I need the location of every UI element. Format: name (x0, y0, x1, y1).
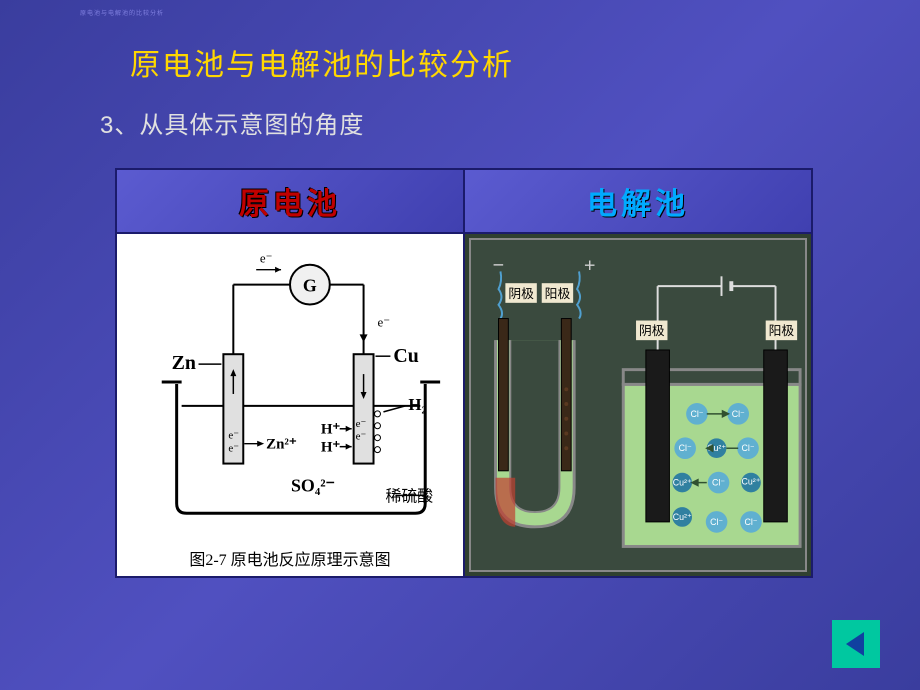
h-ion-1: H⁺ (321, 422, 341, 438)
cu-label: Cu (393, 345, 418, 367)
table-header-row: 原电池 电解池 (117, 170, 811, 234)
anode-label-2: 阳极 (769, 324, 795, 338)
zn-ion: Zn²⁺ (266, 437, 297, 453)
h2-label: H₂ (408, 395, 426, 414)
galvanometer-label: G (303, 276, 317, 296)
header-electrolytic: 电解池 (465, 170, 811, 232)
comparison-table: 原电池 电解池 (115, 168, 813, 578)
e-right-1: e⁻ (356, 418, 367, 430)
triangle-left-icon (840, 628, 872, 660)
e-left-2: e⁻ (228, 443, 239, 455)
electrolytic-svg: − + 阴极 阳极 (471, 240, 805, 570)
svg-text:Cl⁻: Cl⁻ (742, 443, 755, 453)
cathode-label-2: 阴极 (639, 324, 665, 338)
header-galvanic: 原电池 (117, 170, 465, 232)
galvanic-svg: G e⁻ e⁻ Zn Cu e⁻ (117, 234, 463, 544)
svg-text:Cu²⁺: Cu²⁺ (673, 478, 692, 488)
electrolytic-cell-diagram: − + 阴极 阳极 (465, 234, 811, 576)
svg-text:Cl⁻: Cl⁻ (712, 478, 725, 488)
solution-label: 稀硫酸 (385, 487, 433, 505)
plus-sign: + (584, 254, 595, 276)
page-subtitle: 3、从具体示意图的角度 (100, 105, 364, 140)
table-body-row: G e⁻ e⁻ Zn Cu e⁻ (117, 234, 811, 576)
galvanic-caption: 图2-7 原电池反应原理示意图 (117, 546, 463, 570)
electron-top: e⁻ (260, 251, 273, 266)
anode-label-1: 阳极 (545, 287, 571, 301)
zn-label: Zn (172, 352, 196, 374)
svg-text:Cl⁻: Cl⁻ (732, 409, 745, 419)
cathode-label-1: 阴极 (508, 287, 534, 301)
svg-text:Cu²⁺: Cu²⁺ (673, 512, 692, 522)
tiny-header: 原电池与电解池的比较分析 (80, 8, 164, 17)
svg-text:Cl⁻: Cl⁻ (679, 443, 692, 453)
minus-sign: − (493, 254, 504, 276)
cl-ion: Cl⁻ (690, 409, 703, 419)
e-right-2: e⁻ (356, 431, 367, 443)
svg-text:Cu²⁺: Cu²⁺ (742, 477, 761, 487)
svg-text:Cl⁻: Cl⁻ (744, 517, 757, 527)
h-ion-2: H⁺ (321, 440, 341, 456)
galvanic-cell-diagram: G e⁻ e⁻ Zn Cu e⁻ (117, 234, 465, 576)
e-left-1: e⁻ (228, 430, 239, 442)
svg-text:Cl⁻: Cl⁻ (710, 517, 723, 527)
prev-button[interactable] (832, 620, 880, 668)
electron-right: e⁻ (377, 314, 390, 329)
page-title: 原电池与电解池的比较分析 (130, 40, 514, 84)
so4-label: SO₄²⁻ (291, 475, 335, 495)
